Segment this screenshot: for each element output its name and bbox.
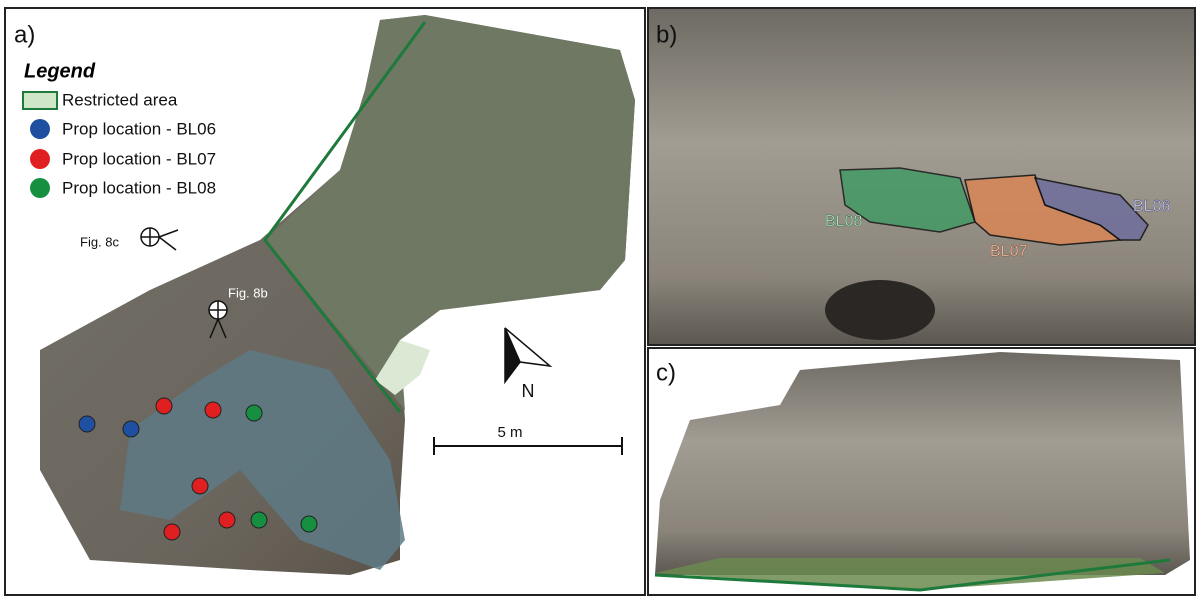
panel-c: c) [647,347,1196,596]
prop-bl08 [245,404,263,422]
annotation: Fig. 8b [228,285,268,300]
area-bl06 [1033,177,1149,241]
north-arrow [504,327,553,385]
panel-label: b) [656,21,677,48]
prop-bl07 [204,401,222,419]
panel-label: c) [656,359,676,386]
area-label: BL06 [1133,198,1170,215]
area-label: BL08 [825,213,862,230]
panel-label: a) [14,21,35,48]
prop-bl06 [122,420,140,438]
restricted-boundary [263,21,427,413]
tarp [120,350,405,570]
area-label: BL07 [990,243,1027,260]
scale-label: 5 m [497,424,522,441]
legend-swatch [30,119,50,139]
legend-title: Legend [24,60,96,82]
patch [375,340,430,395]
legend-item: Prop location - BL06 [62,119,216,138]
panel-a: a) Legend Restricted area Prop location … [4,7,646,596]
prop-bl06 [78,415,96,433]
legend-swatch [22,91,58,110]
rock-face [655,352,1190,575]
legend-swatch [30,178,50,198]
prop-bl07 [155,397,173,415]
legend-item: Prop location - BL07 [62,149,216,168]
legend-item: Prop location - BL08 [62,178,216,197]
north-label: N [522,381,535,401]
annotation: Fig. 8c [80,234,120,249]
prop-bl07 [191,477,209,495]
prop-bl07 [163,523,181,541]
scale-bar [433,437,623,455]
legend-item: Restricted area [62,90,178,109]
restricted-zone-fill [655,558,1165,590]
restricted-zone-fill [265,15,635,410]
view-symbol [140,227,179,251]
view-symbol [208,300,228,339]
prop-bl08 [250,511,268,529]
legend-swatch [30,149,50,169]
restricted-boundary [654,558,1171,592]
panel-b: b) BL08 BL07 BL06 [647,7,1196,346]
prop-bl07 [218,511,236,529]
area-bl08 [839,167,976,233]
prop-bl08 [300,515,318,533]
cave-opening [825,280,935,340]
